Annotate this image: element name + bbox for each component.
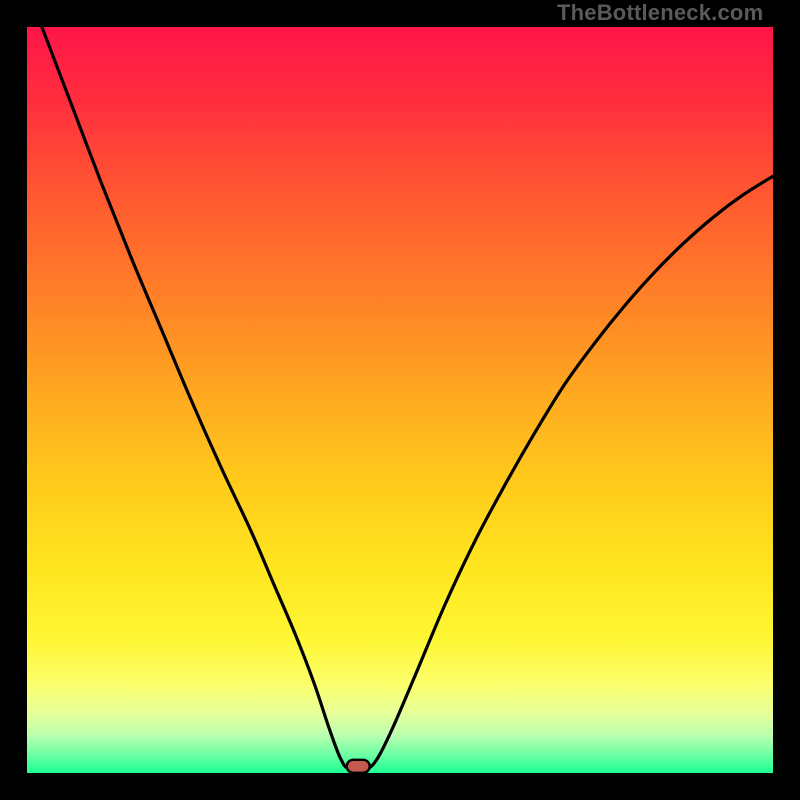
watermark-text: TheBottleneck.com [557,0,763,26]
gradient-background [27,27,773,773]
optimal-marker [347,760,370,773]
plot-frame [27,27,773,773]
plot-svg [27,27,773,773]
